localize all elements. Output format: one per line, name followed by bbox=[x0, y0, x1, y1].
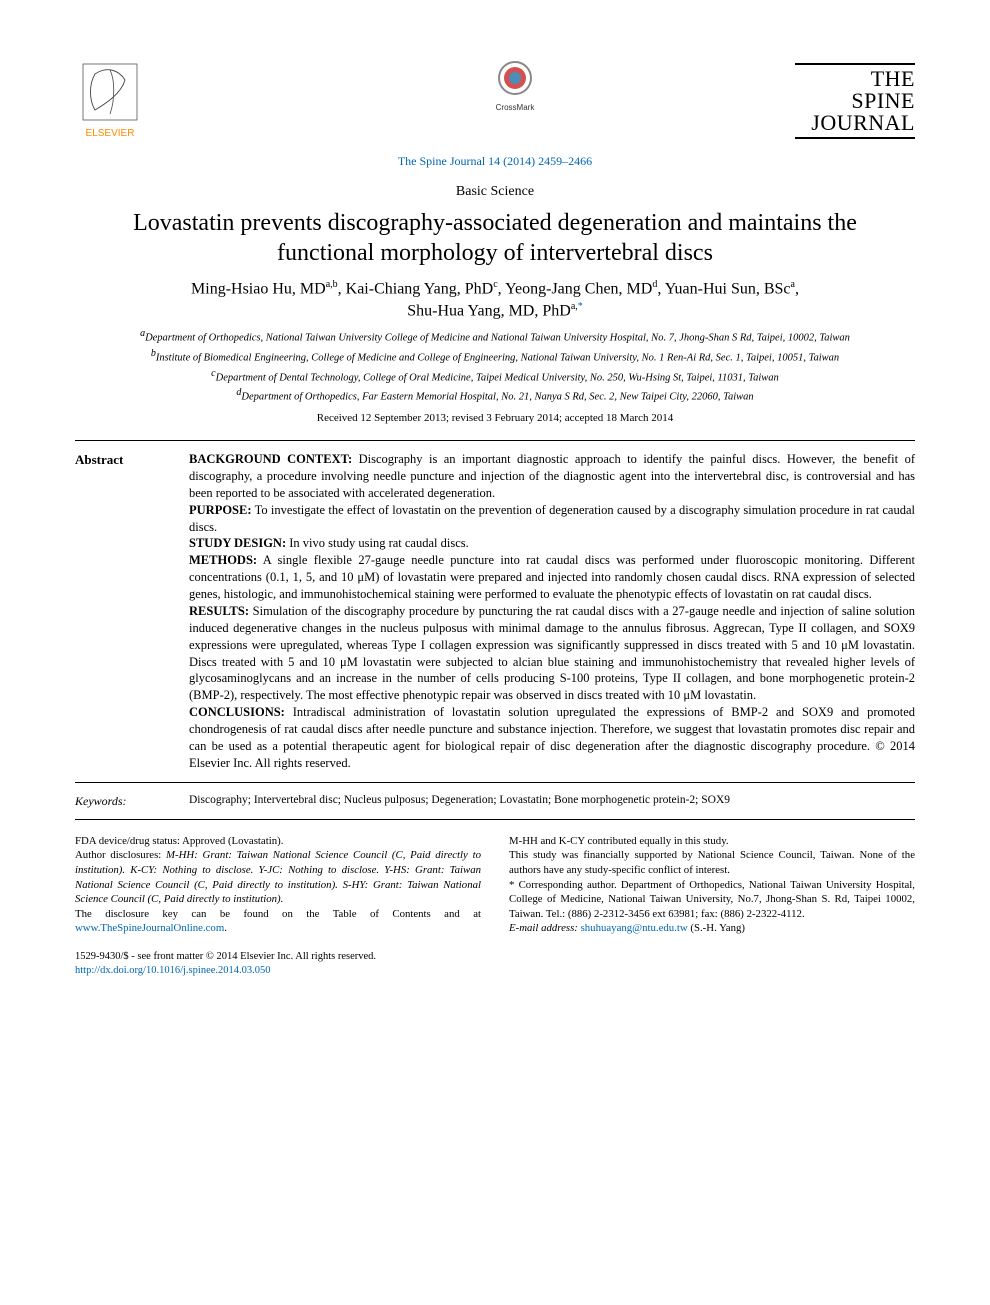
article-type: Basic Science bbox=[75, 183, 915, 202]
article-title: Lovastatin prevents discography-associat… bbox=[85, 208, 905, 268]
citation-line[interactable]: The Spine Journal 14 (2014) 2459–2466 bbox=[75, 153, 915, 169]
email-line: E-mail address: shuhuayang@ntu.edu.tw (S… bbox=[509, 921, 915, 936]
results-head: RESULTS: bbox=[189, 604, 249, 618]
author-2: Kai-Chiang Yang, PhD bbox=[346, 280, 494, 297]
divider bbox=[75, 782, 915, 783]
methods-text: A single flexible 27-gauge needle punctu… bbox=[189, 553, 915, 601]
author-5: Shu-Hua Yang, MD, PhD bbox=[407, 302, 571, 319]
affiliation-a: aDepartment of Orthopedics, National Tai… bbox=[115, 327, 875, 346]
journal-page: ELSEVIER CrossMark THE SPINE JOURNAL The… bbox=[0, 0, 990, 1018]
footnotes-left: FDA device/drug status: Approved (Lovast… bbox=[75, 834, 481, 936]
elsevier-text: ELSEVIER bbox=[86, 128, 135, 139]
article-dates: Received 12 September 2013; revised 3 Fe… bbox=[75, 411, 915, 426]
corresponding-author: * Corresponding author. Department of Or… bbox=[509, 878, 915, 922]
methods-head: METHODS: bbox=[189, 553, 257, 567]
author-4: Yuan-Hui Sun, BSc bbox=[665, 280, 791, 297]
journal-logo-line1: THE bbox=[795, 68, 915, 90]
elsevier-logo: ELSEVIER bbox=[75, 60, 145, 145]
divider bbox=[75, 819, 915, 820]
header-row: ELSEVIER CrossMark THE SPINE JOURNAL bbox=[75, 60, 915, 145]
design-text: In vivo study using rat caudal discs. bbox=[286, 536, 469, 550]
journal-logo-line2: SPINE bbox=[795, 90, 915, 112]
purpose-head: PURPOSE: bbox=[189, 503, 252, 517]
svg-text:CrossMark: CrossMark bbox=[496, 103, 536, 112]
affiliation-b: bInstitute of Biomedical Engineering, Co… bbox=[115, 347, 875, 366]
abstract-label: Abstract bbox=[75, 451, 165, 772]
issn-line: 1529-9430/$ - see front matter © 2014 El… bbox=[75, 950, 915, 964]
design-head: STUDY DESIGN: bbox=[189, 536, 286, 550]
author-disclosures: Author disclosures: M-HH: Grant: Taiwan … bbox=[75, 848, 481, 906]
disclosure-key: The disclosure key can be found on the T… bbox=[75, 907, 481, 936]
results-text: Simulation of the discography procedure … bbox=[189, 604, 915, 702]
divider bbox=[75, 440, 915, 441]
disclosure-link[interactable]: www.TheSpineJournalOnline.com bbox=[75, 922, 224, 934]
author-1: Ming-Hsiao Hu, MD bbox=[191, 280, 326, 297]
footnotes: FDA device/drug status: Approved (Lovast… bbox=[75, 834, 915, 936]
bottom-meta: 1529-9430/$ - see front matter © 2014 El… bbox=[75, 950, 915, 978]
abstract-block: Abstract BACKGROUND CONTEXT: Discography… bbox=[75, 451, 915, 772]
background-head: BACKGROUND CONTEXT: bbox=[189, 452, 352, 466]
crossmark-badge[interactable]: CrossMark bbox=[403, 60, 537, 119]
conclusions-head: CONCLUSIONS: bbox=[189, 705, 285, 719]
corresponding-star-icon: * bbox=[578, 301, 583, 312]
affiliation-c: cDepartment of Dental Technology, Colleg… bbox=[115, 367, 875, 386]
doi-link[interactable]: http://dx.doi.org/10.1016/j.spinee.2014.… bbox=[75, 965, 271, 976]
funding-note: This study was financially supported by … bbox=[509, 848, 915, 877]
footnotes-right: M-HH and K-CY contributed equally in thi… bbox=[509, 834, 915, 936]
conclusions-text: Intradiscal administration of lovastatin… bbox=[189, 705, 915, 770]
abstract-body: BACKGROUND CONTEXT: Discography is an im… bbox=[189, 451, 915, 772]
journal-logo: THE SPINE JOURNAL bbox=[795, 60, 915, 142]
contribution-note: M-HH and K-CY contributed equally in thi… bbox=[509, 834, 915, 849]
author-list: Ming-Hsiao Hu, MDa,b, Kai-Chiang Yang, P… bbox=[75, 278, 915, 322]
fda-status: FDA device/drug status: Approved (Lovast… bbox=[75, 834, 481, 849]
author-3: Yeong-Jang Chen, MD bbox=[505, 280, 652, 297]
journal-logo-line3: JOURNAL bbox=[795, 112, 915, 134]
keywords-label: Keywords: bbox=[75, 793, 165, 809]
keywords-body: Discography; Intervertebral disc; Nucleu… bbox=[189, 793, 915, 809]
keywords-row: Keywords: Discography; Intervertebral di… bbox=[75, 793, 915, 809]
email-link[interactable]: shuhuayang@ntu.edu.tw bbox=[581, 922, 688, 934]
purpose-text: To investigate the effect of lovastatin … bbox=[189, 503, 915, 534]
affiliation-d: dDepartment of Orthopedics, Far Eastern … bbox=[115, 386, 875, 405]
